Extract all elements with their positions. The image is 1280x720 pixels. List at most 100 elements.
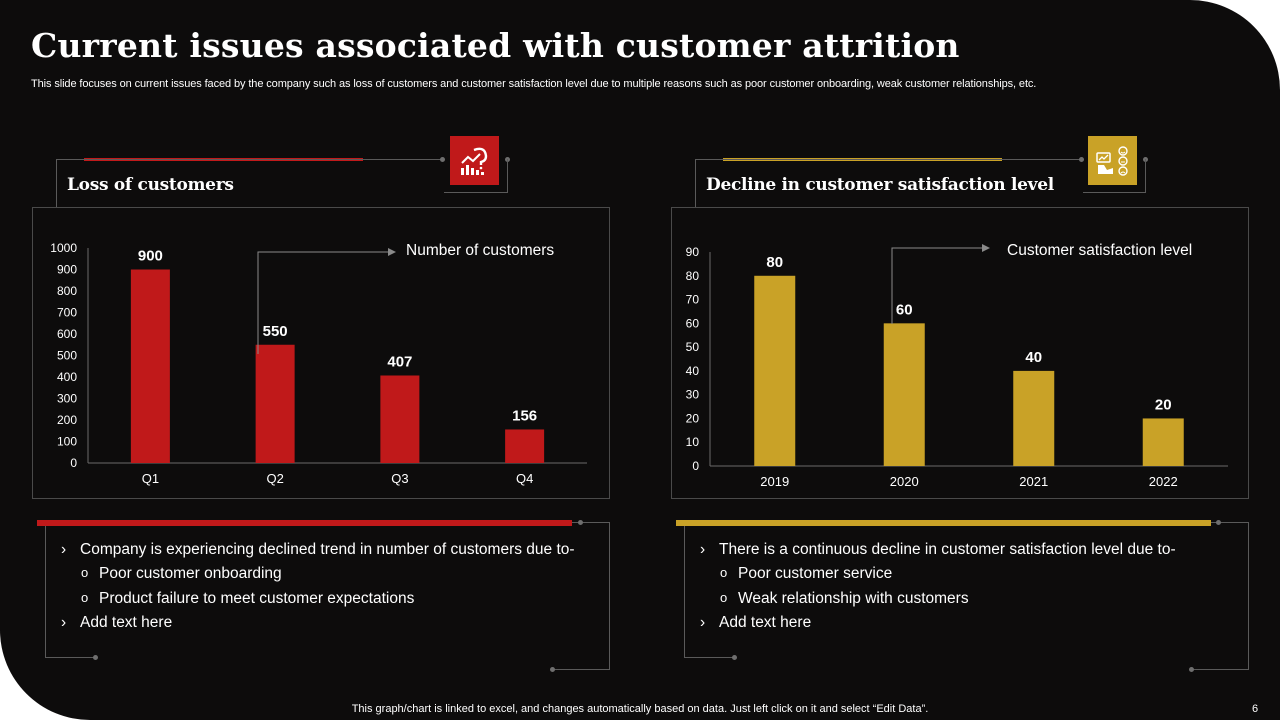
bar-value-label: 80 [766,254,783,271]
left-bullets-line-right [609,522,610,670]
circle-bullet-icon: o [720,590,728,605]
x-tick-label: Q1 [142,471,159,486]
right-icon-bracket-v [1145,159,1146,192]
arrow-bullet-icon: › [61,541,67,558]
footer-note: This graph/chart is linked to excel, and… [351,703,929,715]
circle-bullet-icon: o [81,590,89,605]
y-tick-label: 50 [686,340,700,354]
customers-bar-chart[interactable]: 0 100 200 300 400 500 600 700 800 900 1000 900 Q1 550… [32,207,610,499]
y-tick-label: 0 [692,459,699,473]
bullet-text: Company is experiencing declined trend i… [80,541,575,558]
bar-value-label: 156 [512,407,537,424]
right-bullets-dot-bottom [1189,667,1194,672]
bar [255,344,295,463]
bullet-text: Product failure to meet customer expecta… [99,590,415,607]
x-tick-label: Q3 [391,471,408,486]
x-tick-label: 2022 [1149,474,1178,489]
annotation-connector [891,247,982,324]
x-tick-label: Q2 [266,471,283,486]
y-tick-label: 80 [686,269,700,283]
left-bullets-line-top [572,522,609,523]
bar [754,275,796,466]
right-bullets-line-top [1211,522,1248,523]
bullet-text: Poor customer service [738,565,893,582]
y-tick-label: 0 [70,456,77,470]
left-header-line [56,159,444,160]
right-bullets-line-left [684,526,685,657]
y-tick-label: 100 [57,435,77,449]
slide-title: Current issues associated with customer … [31,26,960,65]
x-tick-label: Q4 [516,471,533,486]
y-tick-label: 10 [686,435,700,449]
declining-chart-icon [450,136,499,185]
right-bullets-accent [676,520,1211,526]
bar-value-label: 900 [138,248,163,265]
bar-value-label: 20 [1155,396,1172,413]
right-header-line [695,159,1083,160]
arrow-bullet-icon: › [700,614,706,631]
page-number: 6 [1252,703,1259,715]
y-tick-label: 70 [686,293,700,307]
satisfaction-bar-chart[interactable]: 0102030405060708090802019602020402021202… [671,207,1249,499]
bullet-text[interactable]: Add text here [80,614,173,631]
circle-bullet-icon: o [81,565,89,580]
y-tick-label: 90 [686,245,700,259]
bullet-text: Poor customer onboarding [99,565,282,582]
bar-value-label: 40 [1025,349,1042,366]
right-bullets-line-bottom [1191,669,1249,670]
chart-annotation: Number of customers [406,242,554,259]
right-bullets-dot-left [732,655,737,660]
bullet-text: Weak relationship with customers [738,590,969,607]
bar [1013,370,1055,466]
right-header-dot-a [1079,157,1084,162]
y-tick-label: 300 [57,392,77,406]
x-tick-label: 2020 [890,474,919,489]
y-tick-label: 600 [57,327,77,341]
left-header-vline [56,159,57,207]
y-tick-label: 60 [686,316,700,330]
circle-bullet-icon: o [720,565,728,580]
annotation-connector [257,251,388,354]
y-tick-label: 700 [57,306,77,320]
y-tick-label: 500 [57,349,77,363]
right-chart-frame[interactable] [671,207,1249,499]
left-bullets-dot-bottom [550,667,555,672]
y-tick-label: 20 [686,411,700,425]
left-bullets-dot-top [578,520,583,525]
y-tick-label: 40 [686,364,700,378]
right-header-vline [695,159,696,207]
bar-value-label: 550 [263,323,288,340]
bar-value-label: 60 [896,301,913,318]
bar-value-label: 407 [387,353,412,370]
left-bullets-line-left [45,526,46,657]
customer-feedback-icon [1088,136,1137,185]
left-bullets-line-bottom [552,669,610,670]
left-panel-heading: Loss of customers [67,175,234,195]
x-tick-label: 2021 [1019,474,1048,489]
right-icon-bracket-h [1083,192,1146,193]
right-bullets-line-right [1248,522,1249,670]
annotation-arrow-icon [388,248,396,256]
x-tick-label: 2019 [760,474,789,489]
chart-annotation: Customer satisfaction level [1007,242,1192,259]
slide-subtitle: This slide focuses on current issues fac… [31,78,1037,90]
left-bullets-accent [37,520,572,526]
right-bullets-line-left-bottom [684,657,734,658]
bullet-text[interactable]: Add text here [719,614,812,631]
annotation-arrow-icon [982,244,990,252]
left-chart-frame[interactable] [32,207,610,499]
arrow-bullet-icon: › [700,541,706,558]
bullet-text: There is a continuous decline in custome… [719,541,1176,558]
y-tick-label: 800 [57,284,77,298]
y-tick-label: 200 [57,413,77,427]
arrow-bullet-icon: › [61,614,67,631]
y-tick-label: 900 [57,263,77,277]
bar [380,375,420,463]
bar [130,269,170,463]
right-bullets-dot-top [1216,520,1221,525]
left-icon-bracket-h [444,192,508,193]
y-tick-label: 400 [57,370,77,384]
right-panel-heading: Decline in customer satisfaction level [706,175,1054,195]
left-header-dot-a [440,157,445,162]
